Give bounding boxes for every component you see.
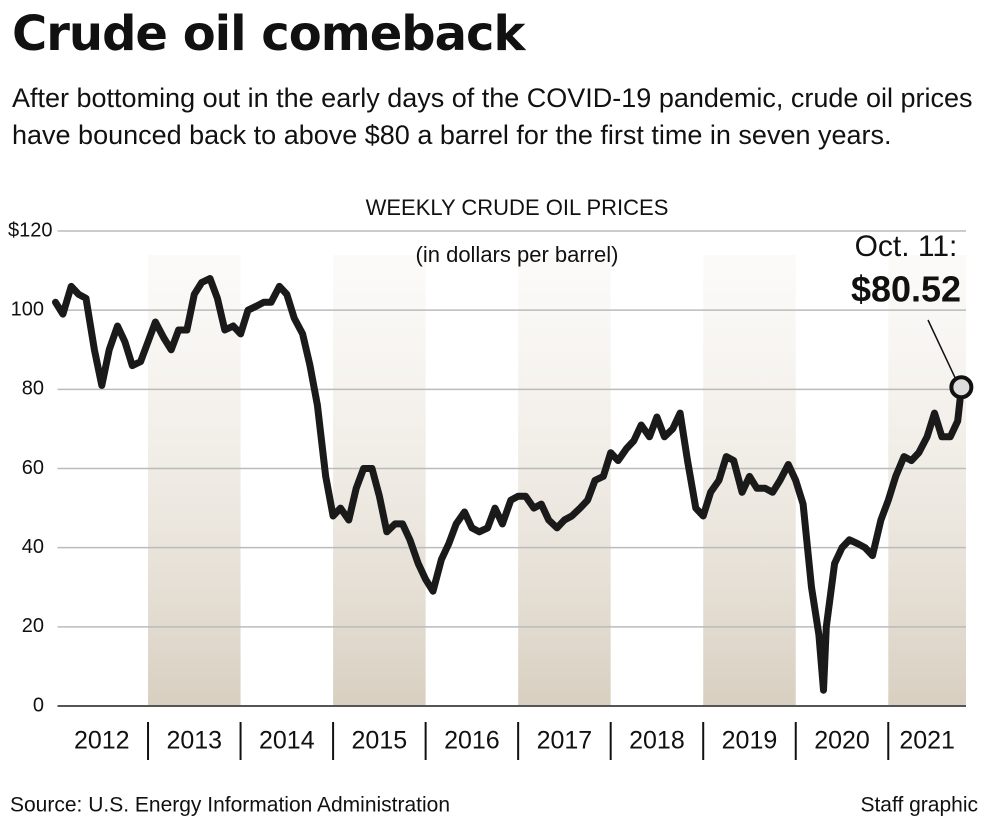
x-tick-label: 2016: [444, 727, 500, 755]
annotation-point: [949, 375, 974, 400]
y-tick-label: 100: [11, 298, 44, 320]
year-band: [148, 255, 241, 706]
price-line: [52, 275, 965, 694]
x-tick-label: 2017: [537, 727, 593, 755]
x-tick-label: 2019: [722, 727, 778, 755]
x-tick-label: 2015: [352, 727, 408, 755]
title: Crude oil comeback: [12, 6, 525, 62]
subtitle: After bottoming out in the early days of…: [12, 83, 973, 150]
axis-label: (in dollars per barrel): [416, 242, 619, 267]
y-tick-label: 20: [22, 615, 44, 637]
annotation-value: $80.52: [851, 269, 961, 310]
chart-title: WEEKLY CRUDE OIL PRICES: [366, 195, 669, 220]
annotation-date: Oct. 11:: [855, 230, 958, 263]
year-band: [888, 255, 966, 706]
x-tick-label: 2020: [814, 727, 870, 755]
y-tick-label: 80: [22, 378, 44, 400]
source: Source: U.S. Energy Information Administ…: [10, 794, 450, 817]
year-band: [333, 255, 426, 706]
x-tick-label: 2014: [259, 727, 315, 755]
y-tick-label: 60: [22, 457, 44, 479]
x-tick-label: 2012: [74, 727, 130, 755]
annotation-leader: [927, 319, 957, 379]
x-tick-label: 2018: [629, 727, 685, 755]
credit: Staff graphic: [860, 794, 978, 817]
y-tick-label: 0: [33, 694, 44, 716]
x-tick-label: 2013: [166, 727, 222, 755]
x-tick-label: 2021: [899, 727, 955, 755]
y-tick-label: 40: [22, 536, 44, 558]
y-tick-label: $120: [8, 219, 53, 241]
